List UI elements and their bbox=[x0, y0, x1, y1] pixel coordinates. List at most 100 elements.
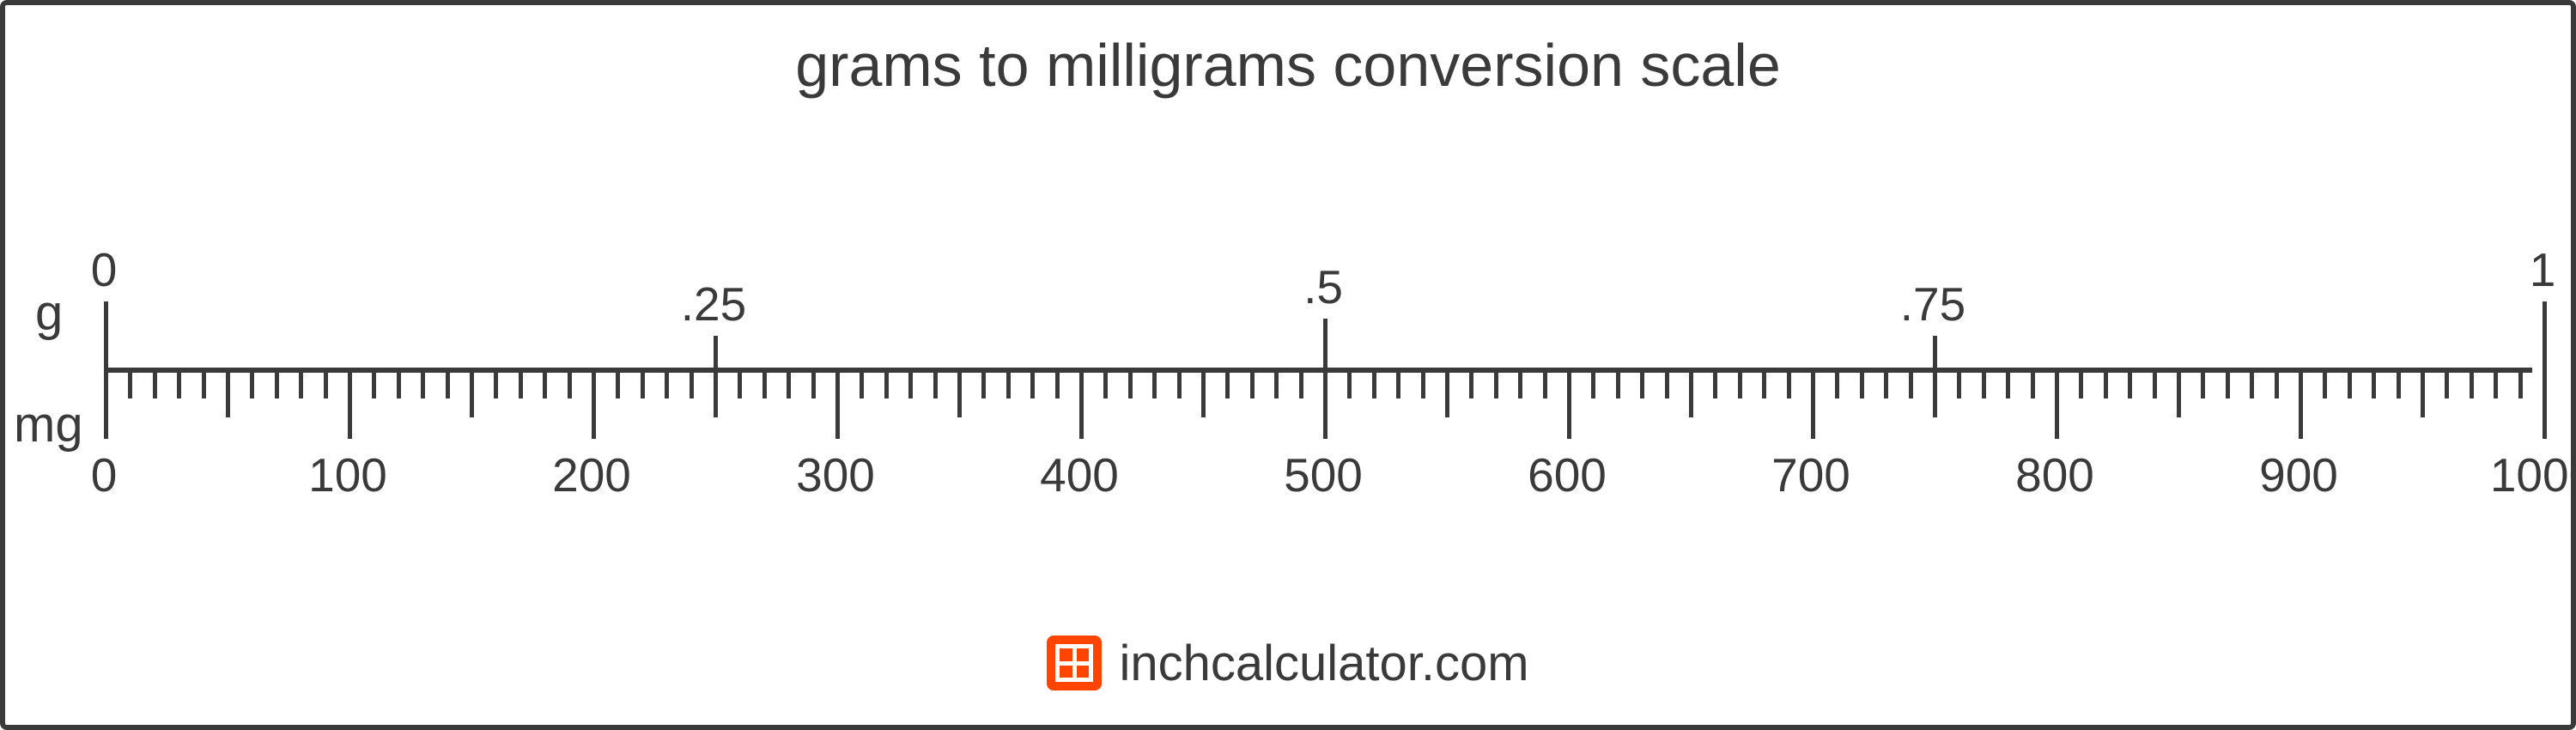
bottom-tick bbox=[275, 370, 279, 398]
bottom-tick bbox=[446, 370, 450, 398]
bottom-tick bbox=[1250, 370, 1255, 398]
bottom-tick bbox=[1152, 370, 1157, 398]
bottom-tick bbox=[1006, 370, 1011, 398]
bottom-tick bbox=[2348, 370, 2352, 398]
bottom-tick-label: 300 bbox=[796, 447, 875, 502]
bottom-tick bbox=[1909, 370, 1913, 398]
bottom-tick bbox=[421, 370, 425, 398]
bottom-tick bbox=[2153, 370, 2157, 398]
bottom-tick-label: 600 bbox=[1528, 447, 1607, 502]
bottom-tick-label: 800 bbox=[2015, 447, 2094, 502]
bottom-tick bbox=[2445, 370, 2449, 398]
bottom-tick bbox=[1835, 370, 1839, 398]
bottom-tick bbox=[1616, 370, 1620, 398]
bottom-tick bbox=[2006, 370, 2010, 398]
bottom-tick bbox=[372, 370, 376, 398]
bottom-tick bbox=[299, 370, 303, 398]
bottom-tick-label: 900 bbox=[2259, 447, 2338, 502]
bottom-tick bbox=[1030, 370, 1035, 398]
top-tick-label: 0 bbox=[91, 242, 118, 297]
bottom-tick bbox=[835, 370, 840, 439]
bottom-tick bbox=[884, 370, 889, 398]
bottom-tick-label: 200 bbox=[552, 447, 631, 502]
bottom-tick bbox=[1713, 370, 1717, 398]
top-tick bbox=[104, 301, 108, 370]
bottom-tick bbox=[665, 370, 669, 398]
bottom-tick bbox=[2299, 370, 2303, 439]
bottom-tick bbox=[957, 370, 962, 417]
bottom-tick bbox=[592, 370, 596, 439]
bottom-tick bbox=[1567, 370, 1571, 439]
bottom-tick bbox=[1177, 370, 1182, 398]
bottom-tick bbox=[811, 370, 816, 398]
bottom-tick bbox=[250, 370, 254, 398]
bottom-tick bbox=[568, 370, 572, 398]
bottom-tick bbox=[519, 370, 523, 398]
bottom-tick bbox=[1128, 370, 1133, 398]
bottom-tick bbox=[2421, 370, 2425, 417]
bottom-tick bbox=[543, 370, 547, 398]
bottom-tick bbox=[1396, 370, 1400, 398]
bottom-tick bbox=[1640, 370, 1644, 398]
bottom-tick bbox=[202, 370, 206, 398]
bottom-tick bbox=[2031, 370, 2035, 398]
top-tick-label: .75 bbox=[1900, 277, 1965, 332]
bottom-tick bbox=[1811, 370, 1815, 439]
bottom-tick-label: 400 bbox=[1040, 447, 1119, 502]
calculator-icon bbox=[1047, 636, 1102, 690]
bottom-tick bbox=[397, 370, 401, 398]
bottom-tick bbox=[1982, 370, 1986, 398]
bottom-tick bbox=[762, 370, 767, 398]
bottom-tick bbox=[1591, 370, 1595, 398]
bottom-tick bbox=[104, 370, 108, 439]
scale-area: g mg 0.25.5.7510100200300400500600700800… bbox=[104, 216, 2532, 525]
bottom-tick bbox=[348, 370, 352, 439]
bottom-tick bbox=[860, 370, 864, 398]
bottom-tick bbox=[177, 370, 181, 398]
bottom-tick bbox=[714, 370, 718, 417]
bottom-tick bbox=[616, 370, 620, 398]
bottom-tick bbox=[1738, 370, 1742, 398]
bottom-tick bbox=[1323, 370, 1327, 439]
bottom-tick bbox=[494, 370, 498, 398]
bottom-tick-label: 500 bbox=[1284, 447, 1363, 502]
bottom-tick bbox=[2055, 370, 2059, 439]
top-tick bbox=[714, 336, 718, 370]
footer-text: inchcalculator.com bbox=[1119, 635, 1528, 692]
bottom-tick bbox=[1274, 370, 1279, 398]
conversion-scale-card: grams to milligrams conversion scale g m… bbox=[0, 0, 2576, 730]
bottom-tick bbox=[2470, 370, 2474, 398]
bottom-tick-label: 700 bbox=[1771, 447, 1850, 502]
bottom-tick bbox=[2250, 370, 2254, 398]
top-tick-label: .5 bbox=[1303, 259, 1343, 314]
footer: inchcalculator.com bbox=[5, 635, 2571, 696]
bottom-tick bbox=[1445, 370, 1449, 417]
bottom-tick bbox=[2079, 370, 2083, 398]
bottom-tick bbox=[1860, 370, 1864, 398]
bottom-tick bbox=[470, 370, 474, 417]
page-title: grams to milligrams conversion scale bbox=[5, 5, 2571, 100]
bottom-tick bbox=[226, 370, 230, 417]
bottom-tick bbox=[1469, 370, 1473, 398]
bottom-tick bbox=[787, 370, 791, 398]
bottom-tick bbox=[2543, 370, 2547, 439]
bottom-tick bbox=[1665, 370, 1669, 398]
bottom-tick bbox=[1518, 370, 1522, 398]
bottom-tick bbox=[1421, 370, 1425, 398]
bottom-tick bbox=[1494, 370, 1498, 398]
bottom-tick bbox=[981, 370, 986, 398]
bottom-tick bbox=[2177, 370, 2181, 417]
bottom-tick bbox=[2397, 370, 2401, 398]
bottom-tick-label: 100 bbox=[308, 447, 387, 502]
unit-label-grams: g bbox=[35, 284, 63, 342]
bottom-tick bbox=[1957, 370, 1961, 398]
bottom-tick bbox=[1103, 370, 1108, 398]
bottom-tick bbox=[324, 370, 328, 398]
bottom-tick bbox=[2323, 370, 2327, 398]
top-tick-label: 1 bbox=[2530, 242, 2556, 297]
bottom-tick bbox=[690, 370, 694, 398]
bottom-tick bbox=[1347, 370, 1352, 398]
bottom-tick bbox=[1884, 370, 1888, 398]
bottom-tick bbox=[1933, 370, 1937, 417]
bottom-tick bbox=[1055, 370, 1060, 398]
